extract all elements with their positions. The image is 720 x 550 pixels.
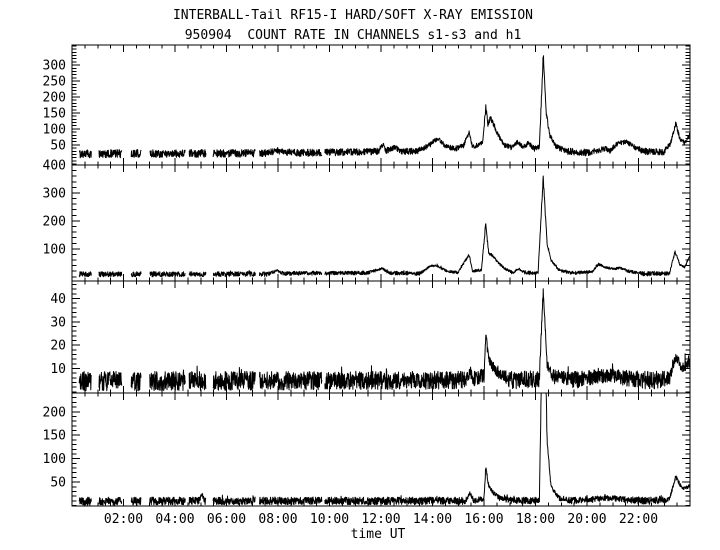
y-tick-label: 10 — [50, 362, 66, 377]
y-tick-label: 100 — [43, 122, 66, 137]
x-axis-label: time UT — [351, 527, 406, 542]
chart-title: INTERBALL-Tail RF15-I HARD/SOFT X-RAY EM… — [172, 8, 534, 23]
count-rate-trace-h1 — [78, 392, 691, 506]
y-tick-label: 100 — [43, 452, 66, 467]
y-tick-label: 150 — [43, 107, 66, 122]
x-tick-label: 02:00 — [104, 512, 143, 527]
x-tick-label: 18:00 — [516, 512, 555, 527]
y-tick-label: 50 — [50, 476, 66, 491]
x-tick-label: 16:00 — [464, 512, 503, 527]
y-tick-label: 200 — [43, 405, 66, 420]
y-tick-label: 250 — [43, 75, 66, 90]
y-tick-label: 30 — [50, 315, 66, 330]
y-tick-label: 200 — [43, 91, 66, 106]
y-tick-label: 100 — [43, 242, 66, 257]
count-rate-trace-s3 — [78, 288, 691, 392]
x-tick-label: 20:00 — [567, 512, 606, 527]
panel-s3: 10 20 30 40 — [50, 280, 691, 394]
y-tick-label: 300 — [43, 187, 66, 202]
x-tick-label: 04:00 — [155, 512, 194, 527]
x-tick-label: 12:00 — [361, 512, 400, 527]
x-tick-label: 10:00 — [310, 512, 349, 527]
x-tick-label: 08:00 — [258, 512, 297, 527]
y-tick-label: 20 — [50, 339, 66, 354]
y-tick-label: 300 — [43, 59, 66, 74]
axis-ticks — [72, 392, 690, 506]
x-tick-label: 14:00 — [413, 512, 452, 527]
x-tick-label: 22:00 — [619, 512, 658, 527]
count-rate-trace-s2 — [78, 175, 691, 278]
y-tick-label: 50 — [50, 138, 66, 153]
x-tick-label: 06:00 — [207, 512, 246, 527]
panel-s2: 100 200 300 400 — [43, 159, 691, 282]
panel-frame — [71, 164, 691, 282]
panel-frame — [71, 392, 691, 507]
chart-subtitle: 950904 COUNT RATE IN CHANNELS s1-s3 and … — [184, 28, 522, 43]
y-tick-label: 400 — [43, 159, 66, 174]
y-tick-label: 40 — [50, 292, 66, 307]
y-tick-label: 150 — [43, 429, 66, 444]
panel-h1: 50 100 150 200 — [43, 392, 691, 507]
count-rate-trace-s1 — [78, 55, 691, 159]
y-tick-label: 200 — [43, 214, 66, 229]
axis-ticks — [72, 164, 690, 281]
